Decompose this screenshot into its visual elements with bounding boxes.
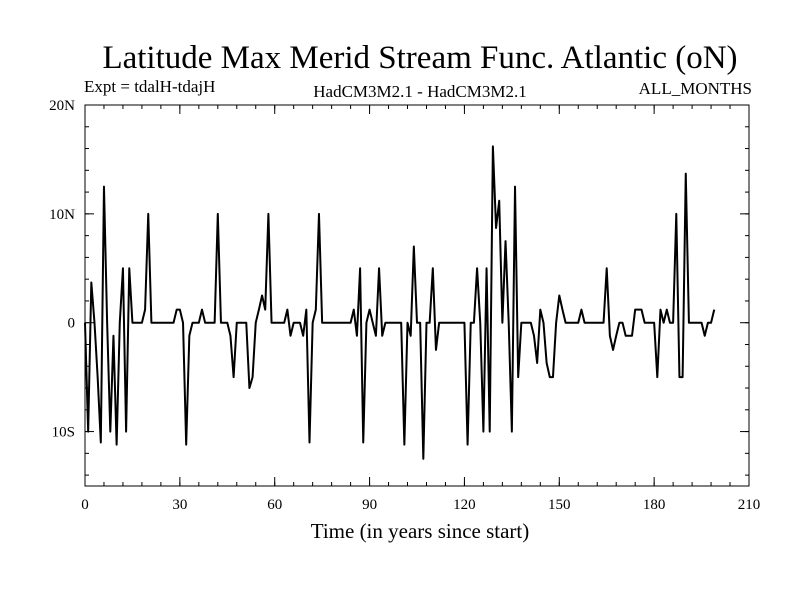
x-axis-label: Time (in years since start) <box>311 519 530 543</box>
x-axis: 0 30 60 90 120 150 180 210 <box>81 105 760 513</box>
chart-subtitle-left: Expt = tdalH-tdajH <box>84 77 215 96</box>
y-tick-label: 10N <box>49 207 75 223</box>
y-tick-label: 10S <box>52 425 75 441</box>
chart-subtitle-center: HadCM3M2.1 - HadCM3M2.1 <box>313 82 526 101</box>
minor-ticks <box>84 104 750 486</box>
y-tick-label: 20N <box>49 98 75 114</box>
x-tick-label: 210 <box>738 497 761 513</box>
chart-subtitle-right: ALL_MONTHS <box>639 79 752 98</box>
y-tick-label: 0 <box>68 316 76 332</box>
x-tick-label: 120 <box>453 497 476 513</box>
x-tick-label: 150 <box>548 497 571 513</box>
y-axis: 10S 0 10N 20N <box>49 98 749 441</box>
x-tick-label: 30 <box>172 497 187 513</box>
plot-frame <box>84 104 750 487</box>
series-line <box>84 145 716 460</box>
x-tick-label: 180 <box>643 497 666 513</box>
x-tick-label: 0 <box>81 497 89 513</box>
chart-title: Latitude Max Merid Stream Func. Atlantic… <box>102 40 737 76</box>
x-tick-label: 60 <box>267 497 282 513</box>
x-tick-label: 90 <box>362 497 377 513</box>
